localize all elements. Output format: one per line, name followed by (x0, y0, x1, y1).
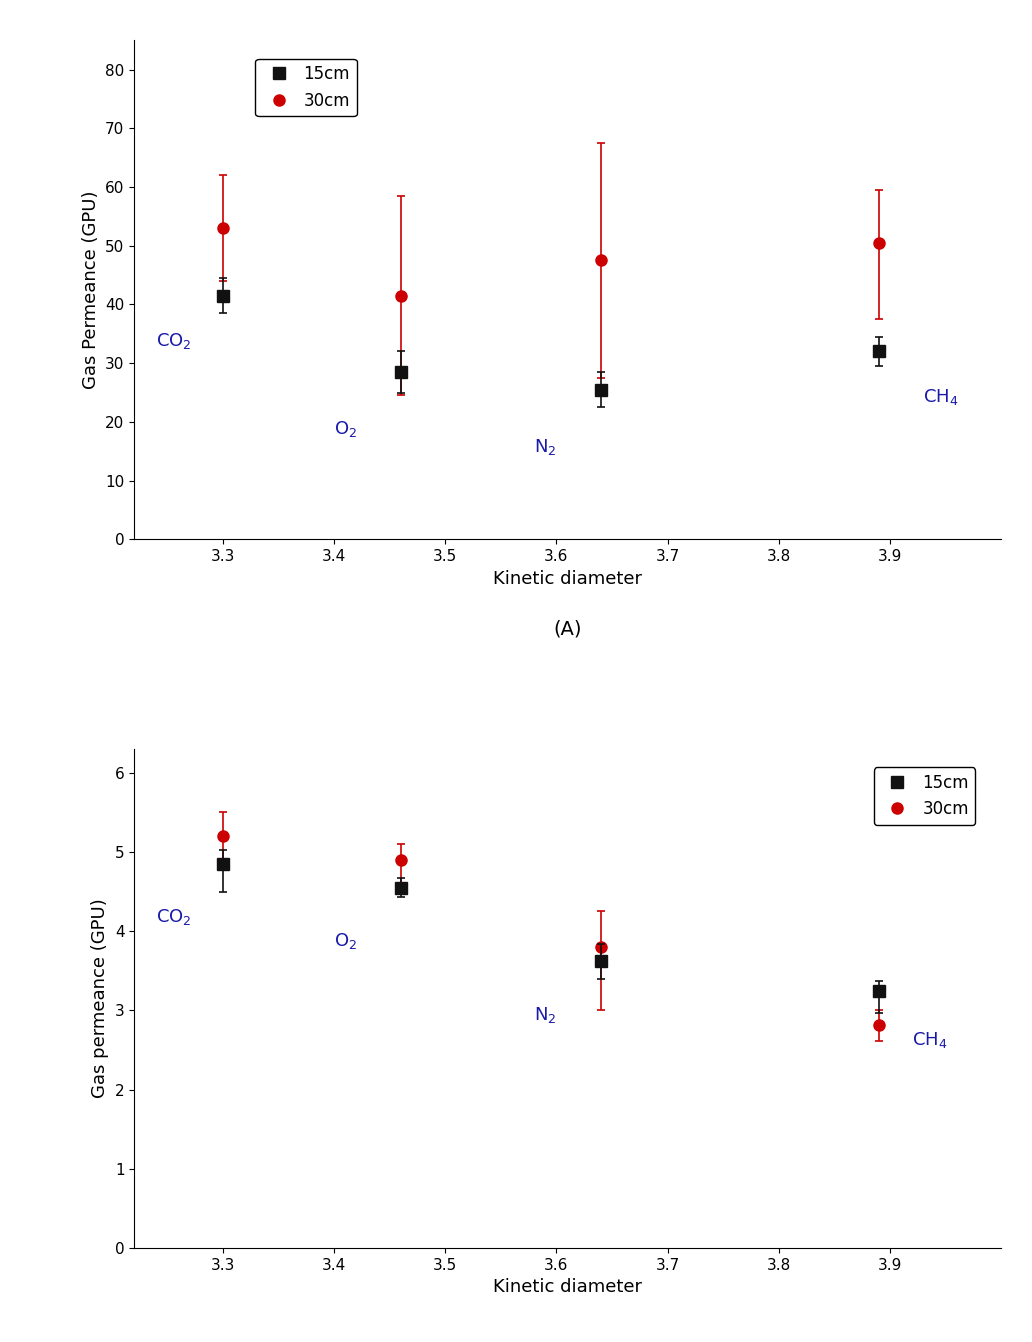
Text: CO$_2$: CO$_2$ (157, 907, 192, 927)
Legend: 15cm, 30cm: 15cm, 30cm (255, 59, 357, 117)
X-axis label: Kinetic diameter: Kinetic diameter (493, 1279, 642, 1296)
Text: O$_2$: O$_2$ (334, 419, 357, 439)
Y-axis label: Gas Permeance (GPU): Gas Permeance (GPU) (82, 191, 99, 389)
Text: O$_2$: O$_2$ (334, 931, 357, 951)
X-axis label: Kinetic diameter: Kinetic diameter (493, 569, 642, 588)
Text: CH$_4$: CH$_4$ (924, 386, 959, 407)
Text: CO$_2$: CO$_2$ (157, 331, 192, 350)
Legend: 15cm, 30cm: 15cm, 30cm (874, 768, 975, 825)
Text: N$_2$: N$_2$ (535, 1005, 556, 1025)
Y-axis label: Gas permeance (GPU): Gas permeance (GPU) (91, 899, 109, 1098)
Text: CH$_4$: CH$_4$ (912, 1031, 947, 1051)
Text: N$_2$: N$_2$ (535, 436, 556, 456)
Text: (A): (A) (553, 619, 582, 639)
